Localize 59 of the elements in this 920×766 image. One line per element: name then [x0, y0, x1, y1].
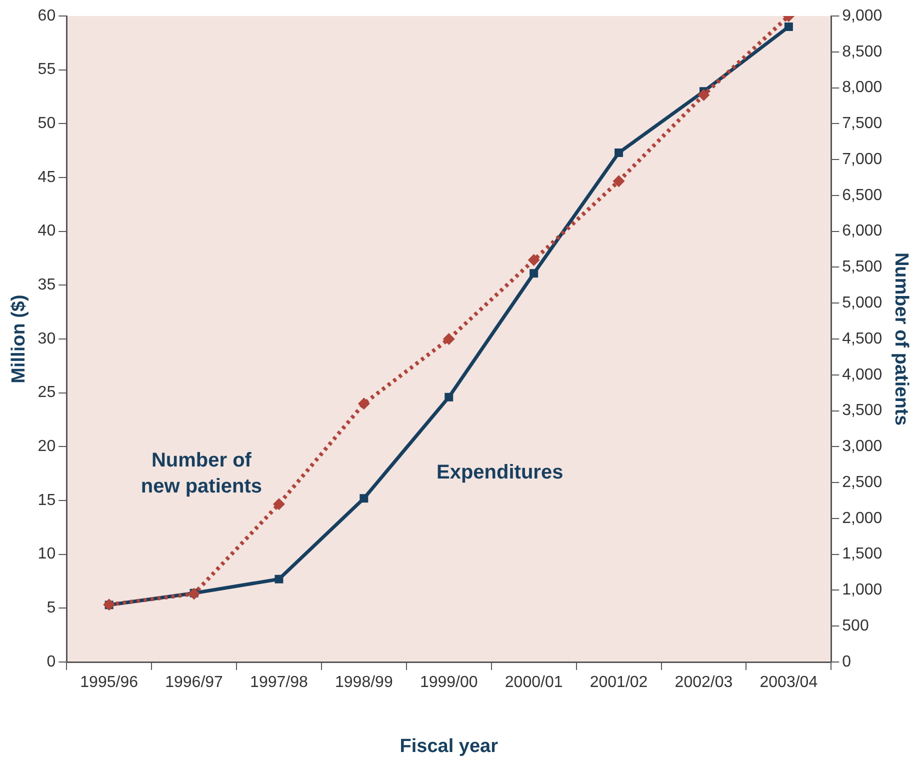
y-tick-label: 30 — [38, 330, 56, 348]
series-label: Expenditures — [436, 461, 564, 484]
y2-tick-label: 6,500 — [842, 186, 882, 204]
point — [614, 148, 624, 157]
y-tick-label: 55 — [38, 61, 56, 78]
series-label: Number of new patients — [140, 449, 262, 498]
point — [360, 494, 368, 503]
point — [442, 333, 455, 345]
y2-tick-label: 4,500 — [842, 330, 882, 348]
x-axis-title: Fiscal year — [400, 736, 499, 757]
y2-tick-label: 7,000 — [842, 150, 882, 168]
y2-tick-label: 1,500 — [842, 546, 882, 563]
x-tick-label: 2003/04 — [760, 674, 818, 692]
y-tick-label: 45 — [38, 168, 56, 186]
x-tick-label: 1995/96 — [80, 674, 138, 692]
y-tick-label: 0 — [46, 653, 56, 670]
point — [612, 175, 625, 188]
y-tick-label: 25 — [38, 384, 56, 402]
y2-tick-label: 1,000 — [842, 582, 882, 599]
y2-tick-label: 500 — [842, 618, 869, 635]
y2-tick-label: 8,000 — [842, 79, 882, 96]
x-tick-label: 1999/00 — [420, 674, 478, 692]
x-tick-label: 2002/03 — [674, 674, 733, 692]
y2-tick-label: 3,000 — [842, 438, 882, 456]
y2-tick-label: 2,500 — [842, 474, 882, 491]
y2-tick-label: 4,000 — [842, 366, 882, 384]
y-tick-label: 60 — [38, 7, 56, 24]
y-tick-label: 35 — [38, 276, 56, 294]
y2-tick-label: 3,500 — [842, 402, 882, 420]
point — [784, 22, 793, 32]
x-tick-label: 1998/99 — [335, 674, 393, 692]
y-tick-label: 50 — [38, 115, 56, 132]
y2-tick-label: 8,500 — [842, 43, 882, 60]
y2-tick-label: 5,000 — [842, 294, 882, 312]
x-tick-label: 1997/98 — [250, 674, 308, 692]
point — [444, 392, 454, 402]
point — [188, 588, 200, 600]
x-tick-label: 2001/02 — [590, 674, 648, 692]
point — [358, 398, 370, 410]
point — [698, 88, 710, 101]
y-axis-title: Million ($) — [8, 294, 30, 384]
y-tick-label: 5 — [46, 600, 56, 617]
y2-tick-label: 2,000 — [842, 510, 882, 527]
y2-axis-title: Number of patients — [890, 252, 912, 426]
point — [530, 269, 538, 278]
y2-tick-label: 7,500 — [842, 115, 882, 132]
y-tick-label: 20 — [38, 438, 56, 456]
point — [272, 498, 285, 510]
y-tick-label: 10 — [38, 546, 56, 563]
y-tick-label: 15 — [38, 492, 56, 509]
x-tick-label: 1996/97 — [165, 674, 224, 692]
y2-tick-label: 9,000 — [842, 7, 882, 24]
y-tick-label: 40 — [38, 222, 56, 240]
y2-tick-label: 5,500 — [842, 258, 882, 276]
x-tick-label: 2000/01 — [504, 674, 563, 692]
y2-tick-label: 0 — [842, 653, 852, 670]
y2-tick-label: 6,000 — [842, 222, 882, 240]
point — [528, 254, 540, 266]
point — [274, 574, 284, 584]
